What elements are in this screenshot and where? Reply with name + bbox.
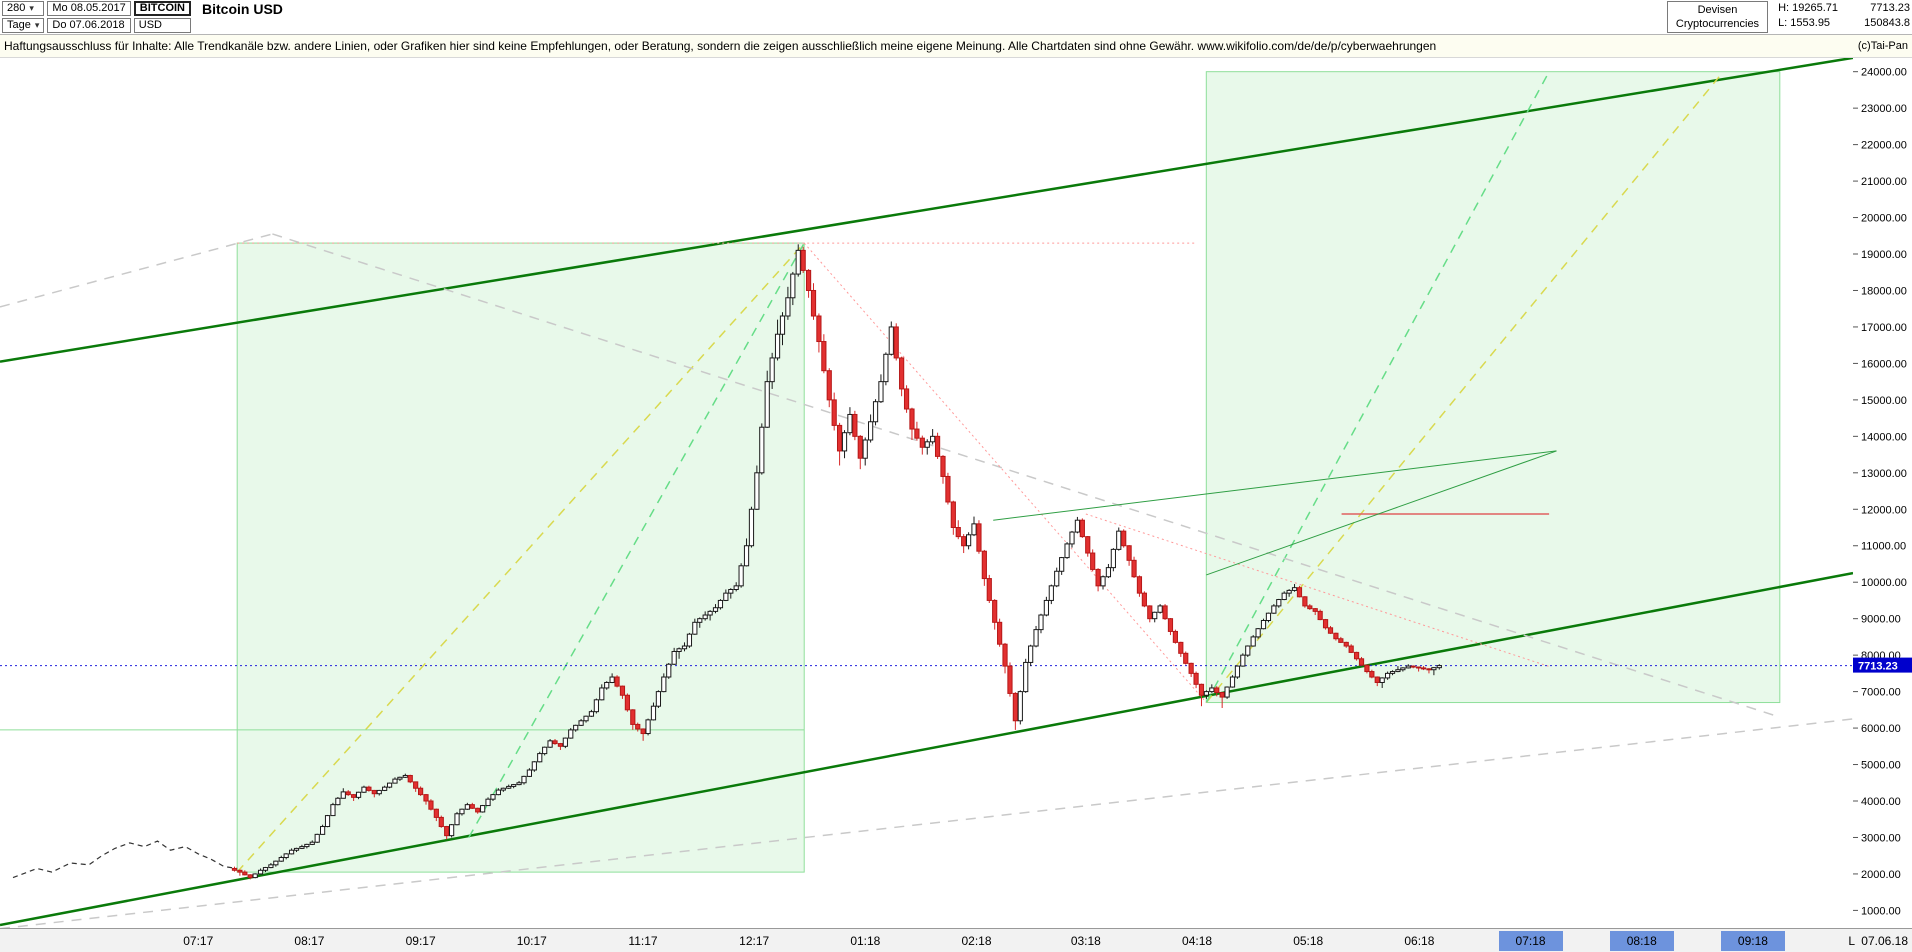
price-axis-label: 11000.00 (1861, 541, 1906, 553)
gray-dashed-falling (272, 233, 1781, 718)
time-axis-label: 08:17 (294, 934, 325, 948)
price-axis-label: 24000.00 (1861, 67, 1907, 79)
currency-field: USD (133, 18, 192, 33)
upper-trend-line (0, 58, 1853, 363)
time-axis-label: 09:17 (405, 934, 436, 948)
time-axis-label: 05:18 (1293, 934, 1324, 948)
symbol-field[interactable]: BITCOIN (133, 1, 192, 16)
price-axis-label: 1000.00 (1861, 905, 1901, 917)
last-price-tag-label: 7713.23 (1858, 661, 1898, 673)
chart-title: Bitcoin USD (202, 1, 283, 17)
disclaimer-text: Haftungsausschluss für Inhalte: Alle Tre… (4, 39, 1437, 53)
quote-summary: Devisen Cryptocurrencies H: 19265.71 L: … (1666, 1, 1910, 33)
period-count-select[interactable]: 280 ▾ (2, 1, 45, 16)
period-count-value: 280 (7, 2, 26, 14)
green-support-line-1 (993, 450, 1557, 521)
gray-dashed-bottom (0, 718, 1853, 928)
price-axis-label: 6000.00 (1861, 723, 1901, 735)
green-dashed-2017 (468, 242, 805, 838)
high-value: H: 19265.71 (1778, 2, 1838, 14)
green-support-line-2 (1206, 450, 1557, 576)
category-line-1: Devisen (1697, 4, 1738, 16)
price-axis-label: 23000.00 (1861, 103, 1907, 115)
gray-dashed-rising (0, 233, 273, 308)
chart-area: 1000.00 2000.00 3000.00 4000.00 5000.00 6000.… (0, 58, 1912, 928)
red-dotted-decline-2 (1085, 513, 1550, 667)
yellow-dashed-2017 (236, 242, 805, 873)
chevron-down-icon: ▾ (34, 20, 40, 30)
price-axis-label: 12000.00 (1861, 504, 1907, 516)
time-axis-label: 06:18 (1404, 934, 1435, 948)
time-axis-label: 08:18 (1609, 931, 1674, 951)
price-axis-label: 21000.00 (1861, 176, 1907, 188)
time-axis-label: 01:18 (850, 934, 881, 948)
price-axis-label: 19000.00 (1861, 249, 1907, 261)
category-line-2: Cryptocurrencies (1675, 18, 1760, 30)
price-axis-label: 5000.00 (1861, 760, 1901, 772)
last-price-value: 7713.23 (1870, 2, 1910, 14)
price-axis-label: 13000.00 (1861, 468, 1907, 480)
price-axis-label: 14000.00 (1861, 431, 1907, 443)
period-unit-value: Tage (7, 19, 31, 31)
plot-layer (0, 58, 1853, 928)
price-axis: 1000.00 2000.00 3000.00 4000.00 5000.00 6000.… (1853, 67, 1912, 917)
pre-period-price-line (12, 840, 238, 879)
time-axis: 07:17 08:17 09:17 10:17 11:17 12:17 01:18 02:18… (0, 928, 1912, 952)
time-axis-label: 03:18 (1070, 934, 1101, 948)
candles (231, 244, 1442, 880)
category-box: Devisen Cryptocurrencies (1666, 1, 1769, 33)
price-axis-label: 17000.00 (1861, 322, 1907, 334)
disclaimer-band: Haftungsausschluss für Inhalte: Alle Tre… (0, 35, 1912, 58)
trend-zone-2018 (1205, 71, 1781, 704)
instrument-controls: 280 ▾ Tage ▾ Mo 08.05.2017 Do 07.06.2018… (2, 1, 283, 33)
time-axis-label: 09:18 (1720, 931, 1785, 951)
price-axis-label: 16000.00 (1861, 358, 1907, 370)
price-axis-label: 2000.00 (1861, 869, 1901, 881)
copyright-label: (c)Tai-Pan (1857, 40, 1908, 52)
chevron-down-icon: ▾ (29, 3, 34, 13)
price-axis-label: 20000.00 (1861, 213, 1907, 225)
price-axis-label: 18000.00 (1861, 285, 1907, 297)
date-from-field[interactable]: Mo 08.05.2017 (47, 1, 131, 16)
price-axis-label: 7000.00 (1861, 687, 1901, 699)
time-axis-label: 10:17 (516, 934, 547, 948)
last-price-tag (1853, 657, 1912, 673)
red-dotted-decline-1 (803, 242, 1207, 703)
price-axis-label: 15000.00 (1861, 395, 1907, 407)
price-axis-label: 3000.00 (1861, 832, 1901, 844)
last-date-label: L 07.06.18 (1848, 934, 1908, 948)
time-axis-label: 07:17 (183, 934, 214, 948)
price-axis-label: 9000.00 (1861, 614, 1901, 626)
high-low-values: H: 19265.71 L: 1553.95 (1778, 1, 1838, 31)
price-axis-label: 10000.00 (1861, 577, 1907, 589)
time-axis-label: 04:18 (1182, 934, 1213, 948)
date-to-field[interactable]: Do 07.06.2018 (47, 18, 131, 33)
low-value: L: 1553.95 (1778, 17, 1831, 29)
green-dashed-2018 (1205, 71, 1550, 703)
time-axis-label: 02:18 (961, 934, 992, 948)
price-chart[interactable]: 1000.00 2000.00 3000.00 4000.00 5000.00 6000.… (0, 58, 1912, 928)
time-axis-label: 12:17 (739, 934, 770, 948)
last-values: 7713.23 150843.8 (1848, 1, 1910, 31)
price-axis-label: 4000.00 (1861, 796, 1901, 808)
yellow-dashed-2018 (1205, 71, 1724, 704)
period-unit-select[interactable]: Tage ▾ (2, 18, 45, 33)
header: 280 ▾ Tage ▾ Mo 08.05.2017 Do 07.06.2018… (0, 0, 1912, 35)
lower-trend-line (0, 571, 1853, 927)
price-axis-label: 22000.00 (1861, 140, 1907, 152)
volume-value: 150843.8 (1864, 17, 1910, 29)
time-axis-label: 11:17 (628, 934, 658, 948)
time-axis-label: 07:18 (1498, 931, 1563, 951)
